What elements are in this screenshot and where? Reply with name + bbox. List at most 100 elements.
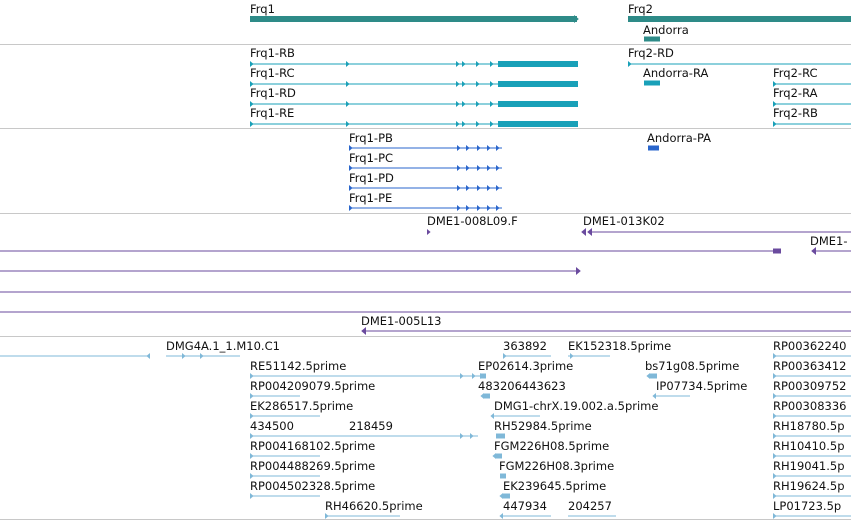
exon-block — [648, 145, 659, 151]
strand-arrow — [456, 61, 460, 67]
feature-label[interactable]: DME1-013K02 — [583, 214, 665, 228]
exon-block — [484, 393, 490, 399]
feature-label[interactable]: IP07734.5prime — [656, 379, 748, 393]
feature-label[interactable]: FGM226H08.3prime — [499, 459, 615, 473]
feature-label[interactable]: RH52984.5prime — [494, 419, 592, 433]
feature-label[interactable]: DME1-005L13 — [361, 314, 442, 328]
exon-block — [644, 36, 660, 42]
feature-label[interactable]: EK152318.5prime — [568, 339, 672, 353]
feature-label[interactable]: Frq1-PE — [349, 191, 393, 205]
strand-arrow — [487, 145, 491, 151]
feature-label[interactable]: EP02614.3prime — [478, 359, 574, 373]
strand-arrow — [457, 185, 461, 191]
strand-arrow — [200, 353, 204, 359]
feature-label[interactable]: RH18780.5p — [773, 419, 845, 433]
feature-label[interactable]: Frq1-PD — [349, 171, 394, 185]
strand-arrow — [462, 101, 466, 107]
feature-label[interactable]: Frq1 — [250, 2, 275, 16]
strand-arrow — [574, 15, 579, 23]
strand-arrow — [773, 473, 777, 479]
feature-label[interactable]: 483206443623 — [478, 379, 566, 393]
feature-label[interactable]: Frq2-RB — [773, 106, 818, 120]
feature-label[interactable]: RP00308336 — [773, 399, 847, 413]
strand-arrow — [490, 101, 494, 107]
strand-arrow — [476, 101, 480, 107]
strand-arrow — [628, 61, 632, 67]
strand-arrow — [570, 353, 574, 359]
feature-label[interactable]: FGM226H08.5prime — [494, 439, 610, 453]
feature-label[interactable]: Frq2-RC — [773, 66, 818, 80]
strand-arrow — [773, 81, 777, 87]
feature-label[interactable]: LP01723.5p — [773, 499, 842, 513]
strand-arrow — [346, 101, 350, 107]
exon-block — [496, 433, 505, 439]
track-separator — [0, 128, 851, 129]
feature-label[interactable]: RH10410.5p — [773, 439, 845, 453]
strand-arrow — [480, 393, 484, 399]
strand-arrow — [646, 373, 650, 379]
strand-arrow — [250, 413, 254, 419]
feature-label[interactable]: RP00363412 — [773, 359, 847, 373]
feature-label[interactable]: Andorra — [643, 23, 689, 37]
strand-arrow — [581, 228, 586, 236]
exon-block — [773, 248, 781, 254]
strand-arrow — [496, 185, 500, 191]
feature-label[interactable]: 447934 — [503, 499, 547, 513]
feature-label[interactable]: RE51142.5prime — [250, 359, 347, 373]
feature-label[interactable]: Frq1-RD — [250, 86, 296, 100]
feature-label[interactable]: 204257 — [568, 499, 612, 513]
strand-arrow — [490, 61, 494, 67]
strand-arrow — [576, 267, 581, 275]
feature-label[interactable]: EK286517.5prime — [250, 399, 354, 413]
feature-label[interactable]: bs71g08.5prime — [645, 359, 740, 373]
feature-label[interactable]: Frq2-RD — [628, 46, 674, 60]
feature-label[interactable]: RP004209079.5prime — [250, 379, 376, 393]
strand-arrow — [250, 393, 254, 399]
strand-arrow — [496, 145, 500, 151]
feature-label[interactable]: 434500 — [250, 419, 294, 433]
strand-arrow — [773, 353, 777, 359]
strand-arrow — [349, 205, 353, 211]
feature-label[interactable]: RH19041.5p — [773, 459, 845, 473]
feature-label[interactable]: RP004488269.5prime — [250, 459, 376, 473]
feature-label[interactable]: Frq1-PC — [349, 151, 394, 165]
feature-label[interactable]: RP004502328.5prime — [250, 479, 376, 493]
strand-arrow — [496, 165, 500, 171]
strand-arrow — [487, 165, 491, 171]
strand-arrow — [250, 453, 254, 459]
protein-track: Frq1-PB Frq1-PC Frq1-PD Frq1-PE Andorra-PA — [0, 129, 851, 213]
feature-label[interactable]: RP004168102.5prime — [250, 439, 376, 453]
feature-label[interactable]: 363892 — [503, 339, 547, 353]
feature-label[interactable]: DMG1-chrX.19.002.a.5prime — [494, 399, 659, 413]
track-separator — [0, 519, 851, 520]
feature-label[interactable]: 218459 — [349, 419, 393, 433]
feature-label[interactable]: Andorra-PA — [647, 131, 712, 145]
feature-label[interactable]: DME1-008L09.F — [427, 214, 518, 228]
feature-label[interactable]: DMG4A.1_1.M10.C1 — [166, 339, 280, 353]
feature-label[interactable]: Frq1-RE — [250, 106, 295, 120]
exon-block — [498, 81, 578, 87]
feature-label[interactable]: EK239645.5prime — [503, 479, 607, 493]
strand-arrow — [773, 413, 777, 419]
feature-label[interactable]: DME1- — [810, 234, 848, 248]
strand-arrow — [250, 373, 254, 379]
feature-label[interactable]: Andorra-RA — [643, 66, 709, 80]
strand-arrow — [773, 453, 777, 459]
strand-arrow — [456, 121, 460, 127]
feature-label[interactable]: Frq1-RC — [250, 66, 295, 80]
strand-arrow — [427, 229, 431, 235]
feature-label[interactable]: RP00362240 — [773, 339, 847, 353]
strand-arrow — [325, 513, 329, 519]
feature-label[interactable]: RH46620.5prime — [325, 499, 423, 513]
feature-label[interactable]: Frq1-PB — [349, 131, 393, 145]
strand-arrow — [503, 353, 507, 359]
feature-label[interactable]: RP00309752 — [773, 379, 847, 393]
feature-label[interactable]: Frq1-RB — [250, 46, 295, 60]
strand-arrow — [349, 165, 353, 171]
feature-label[interactable]: RH19624.5p — [773, 479, 845, 493]
strand-arrow — [490, 121, 494, 127]
feature-label[interactable]: Frq2 — [628, 2, 653, 16]
exon-block — [498, 121, 578, 127]
strand-arrow — [457, 145, 461, 151]
feature-label[interactable]: Frq2-RA — [773, 86, 818, 100]
